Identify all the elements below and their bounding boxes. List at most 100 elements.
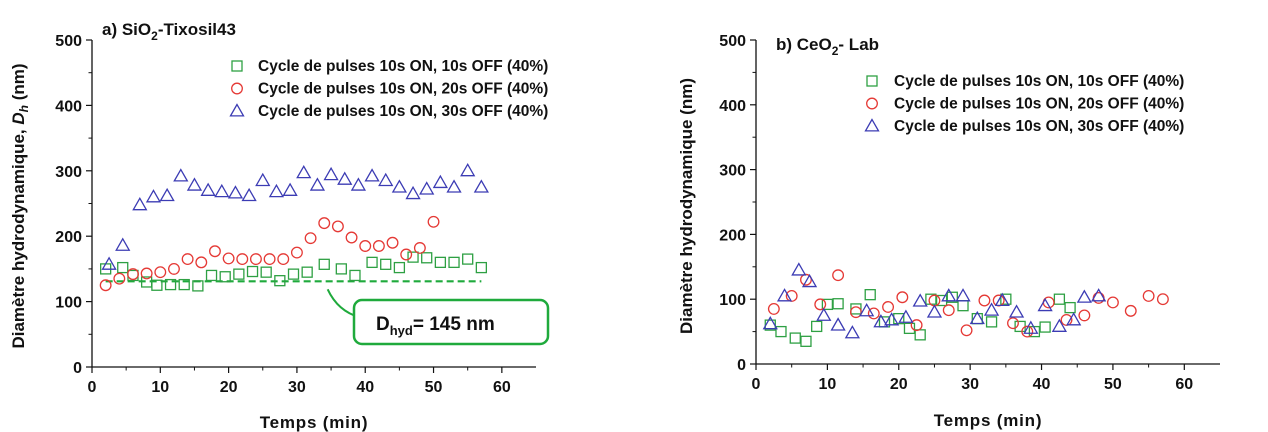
- data-point: [113, 272, 126, 285]
- legend-entry: Cycle de pulses 10s ON, 30s OFF (40%): [894, 118, 1184, 135]
- x-tick-label: 10: [818, 376, 836, 393]
- data-point: [236, 253, 249, 266]
- data-point: [942, 304, 955, 317]
- data-point: [350, 177, 367, 191]
- data-point: [309, 177, 326, 191]
- data-point: [263, 253, 276, 266]
- data-point: [434, 256, 447, 269]
- data-point: [378, 172, 394, 187]
- data-point: [1021, 325, 1034, 338]
- x-tick-label: 20: [220, 379, 238, 396]
- data-point: [898, 309, 914, 323]
- x-tick-label: 10: [151, 379, 169, 396]
- chart-title: b) CeO2- Lab: [776, 35, 879, 58]
- data-point: [914, 329, 926, 341]
- data-point: [400, 248, 413, 261]
- data-point: [775, 325, 787, 338]
- chart-panel-a: 0 10 20 30 40 50 60 0 100 200 300 400 500 Temps (min)…: [9, 20, 550, 432]
- data-point: [821, 298, 834, 311]
- data-point: [205, 269, 218, 282]
- data-point: [832, 298, 844, 310]
- data-point: [246, 265, 259, 278]
- chart-title-subscript: 2: [151, 29, 158, 43]
- data-point: [994, 292, 1010, 307]
- y-tick-label: 500: [55, 33, 82, 50]
- y-axis-label-unit: (nm): [9, 63, 28, 105]
- y-axis-label-text: Diamètre hydrodynamique (nm): [677, 78, 696, 334]
- data-point: [99, 279, 112, 292]
- data-point: [290, 246, 303, 259]
- data-point: [186, 177, 203, 191]
- data-point: [1092, 291, 1105, 304]
- legend-entry: Cycle de pulses 10s ON, 30s OFF (40%): [258, 103, 548, 120]
- data-point: [419, 181, 435, 195]
- data-point: [345, 231, 358, 244]
- annotation-symbol: D: [376, 314, 390, 335]
- x-tick-label: 20: [890, 376, 908, 393]
- legend-marker: [864, 118, 880, 132]
- data-point: [249, 253, 262, 266]
- chart-title-suffix: -Tixosil43: [158, 20, 236, 39]
- chart-title: a) SiO2-Tixosil43: [102, 20, 236, 43]
- data-point: [864, 289, 876, 301]
- x-tick-label: 50: [1104, 376, 1122, 393]
- legend-marker: [231, 60, 243, 72]
- x-tick-label: 40: [1033, 376, 1051, 393]
- data-point: [1064, 301, 1076, 314]
- data-point: [195, 256, 208, 269]
- data-point: [830, 317, 846, 331]
- data-point: [164, 278, 177, 291]
- data-point: [200, 182, 216, 196]
- y-tick-label: 300: [719, 163, 746, 180]
- data-point: [946, 291, 958, 303]
- y-tick-label: 200: [55, 229, 82, 246]
- data-point: [127, 268, 139, 281]
- y-tick-label: 500: [719, 33, 746, 50]
- data-point: [844, 325, 860, 339]
- data-point: [767, 302, 780, 315]
- data-point: [462, 253, 474, 265]
- x-tick-label: 30: [961, 376, 979, 393]
- series-square: [100, 251, 488, 292]
- data-point: [1106, 296, 1119, 309]
- data-point: [912, 293, 928, 307]
- data-point: [359, 240, 372, 252]
- data-point: [168, 262, 180, 275]
- data-point: [776, 288, 793, 302]
- data-point: [432, 174, 448, 189]
- annotation-box: [352, 298, 550, 346]
- data-point: [762, 316, 778, 330]
- data-point: [421, 252, 433, 264]
- series-triangle: [762, 262, 1107, 339]
- data-point: [405, 185, 421, 200]
- data-point: [816, 307, 832, 321]
- x-tick-label: 40: [356, 379, 374, 396]
- data-point: [1053, 293, 1066, 305]
- y-tick-label: 100: [719, 292, 746, 309]
- data-point: [473, 179, 489, 193]
- data-point: [227, 185, 244, 199]
- data-point: [372, 240, 385, 252]
- data-point: [154, 266, 167, 279]
- series-square: [764, 289, 1076, 347]
- data-point: [1066, 312, 1082, 326]
- data-point: [926, 304, 943, 318]
- y-axis-label: Diamètre hydrodynamique (nm): [677, 78, 696, 334]
- data-point: [192, 280, 204, 292]
- legend-entry: Cycle de pulses 10s ON, 20s OFF (40%): [894, 96, 1184, 113]
- data-point: [1039, 321, 1051, 333]
- legend: Cycle de pulses 10s ON, 10s OFF (40%) Cyc…: [229, 58, 548, 120]
- chart-title-subscript: 2: [832, 44, 839, 58]
- data-point: [366, 256, 378, 269]
- chart-title-prefix: a) SiO: [102, 20, 151, 39]
- data-point: [983, 302, 1000, 316]
- data-point: [219, 271, 231, 283]
- data-point: [255, 172, 271, 187]
- data-point: [117, 261, 129, 274]
- data-point: [1156, 293, 1169, 306]
- x-axis-label: Temps (min): [260, 413, 369, 432]
- y-tick-label: 400: [719, 98, 746, 115]
- data-point: [214, 183, 230, 198]
- legend-entry: Cycle de pulses 10s ON, 20s OFF (40%): [258, 81, 548, 98]
- data-point: [282, 182, 298, 196]
